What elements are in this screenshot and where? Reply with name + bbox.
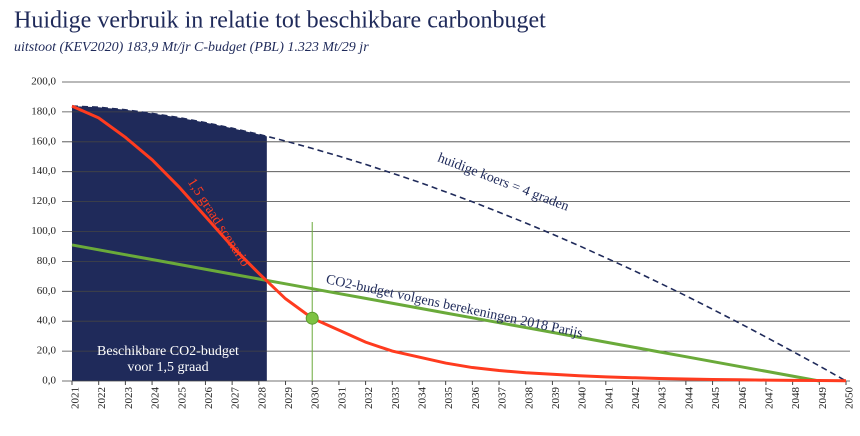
y-tick-label: 100,0 [31,225,56,237]
y-tick-label: 0,0 [42,375,56,387]
y-tick-label: 200,0 [31,76,56,88]
x-tick-label: 2030 [310,387,322,410]
x-tick-label: 2025 [176,387,188,410]
y-tick-label: 80,0 [37,255,57,267]
x-tick-label: 2036 [470,387,482,410]
chart-title: Huidige verbruik in relatie tot beschikb… [14,8,546,34]
x-tick-label: 2039 [550,387,562,410]
y-tick-label: 20,0 [37,345,57,357]
y-tick-label: 120,0 [31,195,56,207]
x-tick-label: 2022 [96,387,108,409]
x-tick-label: 2046 [737,387,749,410]
annotation: voor 1,5 graad [127,360,208,375]
annotation: Beschikbare CO2-budget [97,344,239,359]
x-tick-label: 2026 [203,387,215,410]
x-tick-label: 2047 [763,387,775,410]
x-tick-label: 2035 [443,387,455,410]
y-tick-label: 60,0 [37,285,57,297]
x-tick-label: 2029 [283,387,295,410]
marker-dot [305,311,319,325]
series-label: CO2-budget volgens berekeningen 2018 Par… [324,272,583,341]
y-tick-label: 40,0 [37,315,57,327]
y-tick-label: 180,0 [31,105,56,117]
line-series [71,104,847,383]
x-tick-label: 2034 [417,387,429,410]
x-tick-label: 2041 [603,387,615,409]
x-tick-label: 2042 [630,387,642,409]
x-tick-label: 2048 [790,387,802,410]
x-tick-label: 2021 [70,387,82,409]
budget-area [72,106,267,381]
x-tick-label: 2031 [336,387,348,409]
x-tick-label: 2044 [683,387,695,410]
series-label: huidige koers = 4 graden [435,151,570,215]
x-tick-label: 2038 [523,387,535,410]
x-tick-label: 2040 [577,387,589,410]
x-tick-label: 2045 [710,387,722,410]
x-tick-label: 2023 [123,387,135,410]
y-tick-label: 160,0 [31,135,56,147]
x-tick-label: 2032 [363,387,375,409]
x-tick-label: 2028 [256,387,268,410]
x-tick-label: 2043 [657,387,669,410]
line-series [71,243,820,383]
chart-subtitle: uitstoot (KEV2020) 183,9 Mt/jr C-budget … [14,40,369,55]
x-tick-label: 2049 [817,387,829,410]
x-tick-label: 2050 [844,387,856,410]
x-tick-label: 2024 [150,387,162,410]
y-tick-label: 140,0 [31,165,56,177]
line-series [71,105,847,382]
x-tick-label: 2027 [230,387,242,410]
x-tick-label: 2033 [390,387,402,410]
x-tick-label: 2037 [497,387,509,410]
